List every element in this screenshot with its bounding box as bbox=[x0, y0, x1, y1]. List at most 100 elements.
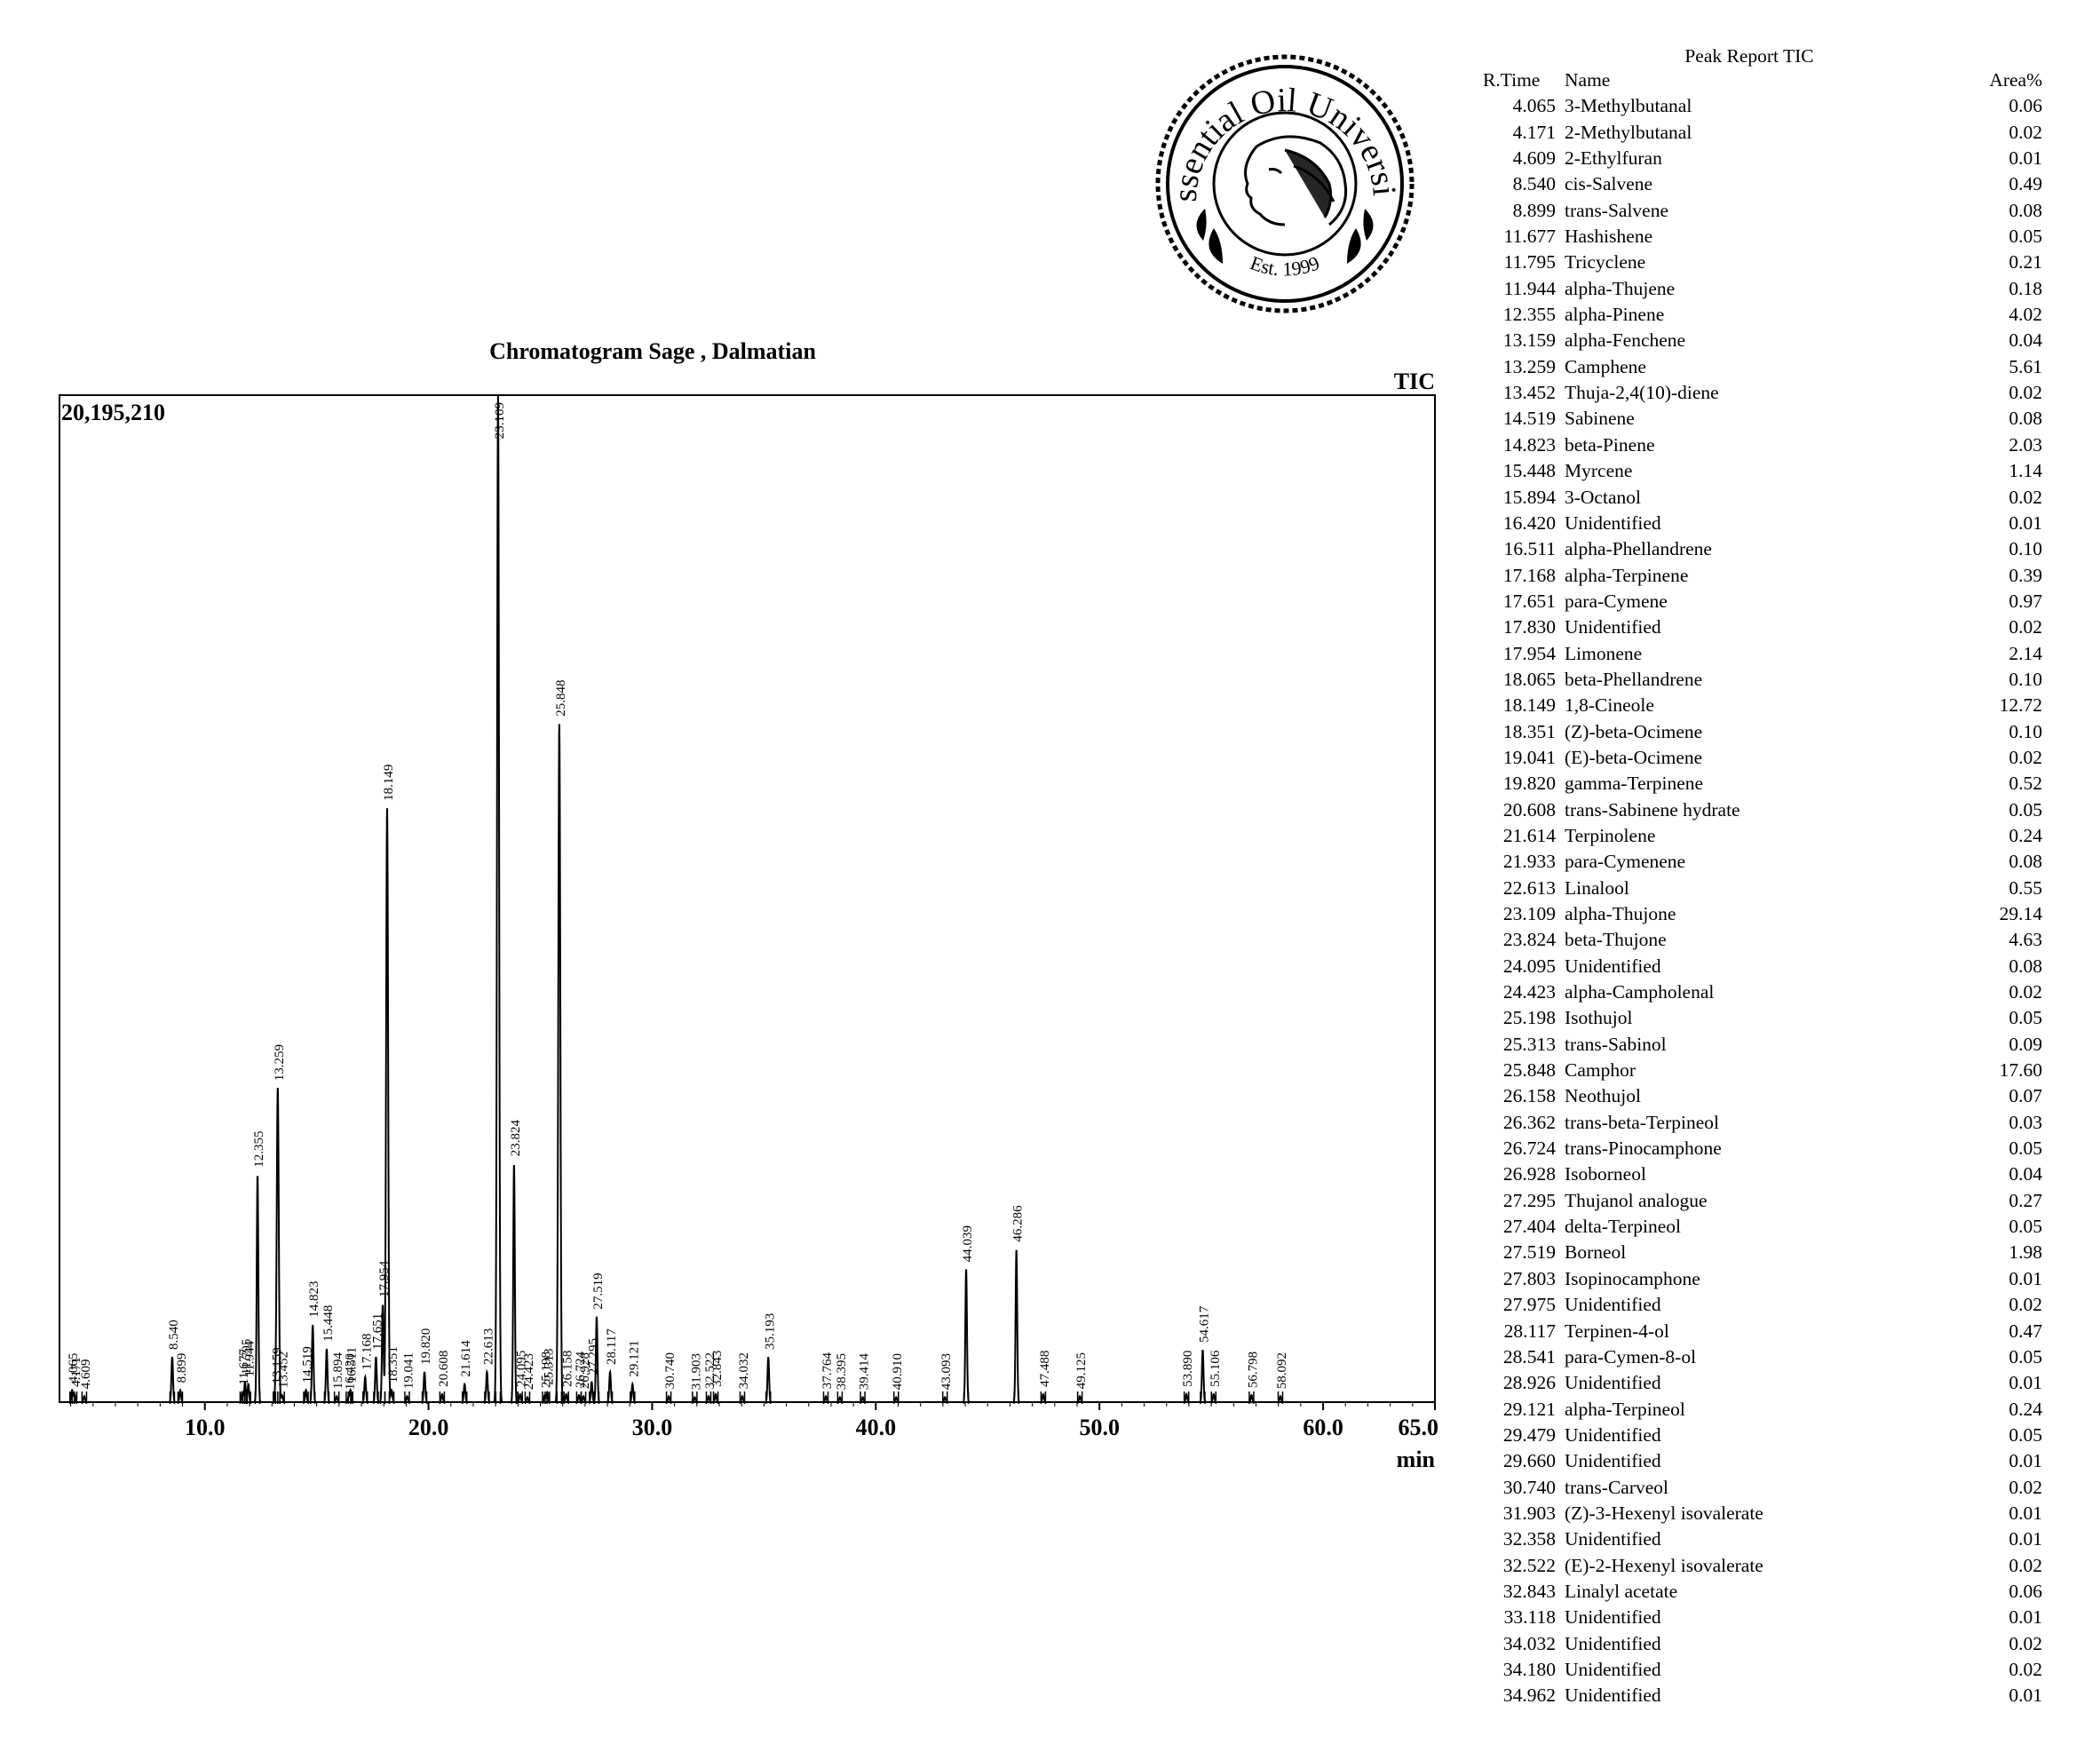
row-name: alpha-Thujone bbox=[1565, 903, 1676, 924]
row-rtime: 11.677 bbox=[1503, 226, 1556, 248]
row-area: 0.08 bbox=[2009, 851, 2042, 873]
row-area: 29.14 bbox=[1999, 903, 2042, 924]
row-rtime: 14.519 bbox=[1502, 408, 1556, 430]
row-rtime: 32.358 bbox=[1502, 1528, 1556, 1550]
table-row: 4.609 2-Ethylfuran 0.01 bbox=[1483, 146, 2042, 171]
table-row: 23.824 beta-Thujone 4.63 bbox=[1483, 927, 2042, 953]
row-area: 0.24 bbox=[2009, 1398, 2042, 1420]
table-row: 15.894 3-Octanol 0.02 bbox=[1483, 485, 2042, 511]
row-rtime: 26.724 bbox=[1502, 1138, 1556, 1160]
table-row: 17.651 para-Cymene 0.97 bbox=[1483, 589, 2042, 614]
row-rtime: 25.848 bbox=[1502, 1059, 1556, 1082]
row-name: Unidentified bbox=[1565, 1372, 1661, 1394]
table-row: 4.171 2-Methylbutanal 0.02 bbox=[1483, 120, 2042, 146]
row-rtime: 18.065 bbox=[1502, 668, 1556, 690]
table-row: 34.180 Unidentified 0.02 bbox=[1483, 1657, 2042, 1683]
row-name: Isopinocamphone bbox=[1565, 1267, 1700, 1289]
table-row: 4.065 3-Methylbutanal 0.06 bbox=[1483, 93, 2042, 119]
row-name: Unidentified bbox=[1565, 1528, 1661, 1550]
row-area: 4.02 bbox=[2009, 304, 2042, 326]
row-area: 0.10 bbox=[2009, 720, 2042, 742]
row-name: Thujanol analogue bbox=[1565, 1189, 1708, 1211]
row-area: 12.72 bbox=[1999, 694, 2042, 717]
table-row: 14.823 beta-Pinene 2.03 bbox=[1483, 432, 2042, 458]
table-row: 19.820 gamma-Terpinene 0.52 bbox=[1483, 771, 2042, 797]
row-area: 0.01 bbox=[2009, 511, 2042, 534]
row-area: 2.14 bbox=[2009, 642, 2042, 664]
peak-label: 16.511 bbox=[345, 1347, 360, 1383]
peak-label: 13.452 bbox=[277, 1352, 291, 1388]
row-area: 0.05 bbox=[2009, 1007, 2042, 1029]
row-rtime: 12.355 bbox=[1502, 304, 1556, 326]
peak-label: 35.193 bbox=[763, 1313, 777, 1350]
peak-label: 56.798 bbox=[1246, 1352, 1260, 1388]
row-name: para-Cymen-8-ol bbox=[1565, 1345, 1697, 1368]
table-row: 13.259 Camphene 5.61 bbox=[1483, 354, 2042, 380]
row-rtime: 24.423 bbox=[1502, 981, 1556, 1003]
row-name: Terpinolene bbox=[1565, 824, 1656, 846]
peak-label: 13.159 bbox=[270, 1347, 284, 1383]
row-name: beta-Thujone bbox=[1565, 929, 1667, 951]
x-tick-label: 30.0 bbox=[632, 1415, 673, 1440]
peak-label: 53.890 bbox=[1181, 1351, 1195, 1387]
row-rtime: 24.095 bbox=[1502, 955, 1556, 977]
peak-label: 37.764 bbox=[820, 1352, 835, 1389]
peak-label: 30.740 bbox=[663, 1352, 678, 1389]
row-name: Unidentified bbox=[1565, 1685, 1661, 1707]
table-row: 17.830 Unidentified 0.02 bbox=[1483, 614, 2042, 640]
row-name: Unidentified bbox=[1565, 955, 1661, 977]
row-rtime: 17.830 bbox=[1502, 616, 1556, 638]
row-area: 0.24 bbox=[2009, 824, 2042, 846]
row-rtime: 27.295 bbox=[1502, 1189, 1556, 1211]
table-row: 21.614 Terpinolene 0.24 bbox=[1483, 823, 2042, 849]
row-area: 0.05 bbox=[2009, 798, 2042, 821]
row-area: 0.55 bbox=[2009, 876, 2042, 899]
chromatogram-trace bbox=[59, 395, 1435, 1403]
table-row: 30.740 trans-Carveol 0.02 bbox=[1483, 1475, 2042, 1501]
peak-label: 27.295 bbox=[586, 1338, 600, 1375]
row-rtime: 21.933 bbox=[1502, 851, 1556, 873]
row-name: trans-Carveol bbox=[1565, 1476, 1669, 1498]
row-name: Borneol bbox=[1565, 1241, 1627, 1264]
row-area: 0.05 bbox=[2009, 226, 2042, 248]
row-name: Sabinene bbox=[1565, 408, 1635, 430]
row-name: Unidentified bbox=[1565, 1294, 1661, 1316]
row-name: cis-Salvene bbox=[1565, 173, 1653, 195]
row-area: 0.07 bbox=[2009, 1085, 2042, 1107]
header-name: Name bbox=[1565, 69, 1611, 91]
peak-label: 49.125 bbox=[1074, 1352, 1089, 1389]
row-rtime: 13.159 bbox=[1502, 329, 1556, 352]
x-tick-label: 65.0 bbox=[1399, 1415, 1439, 1440]
peak-label: 15.894 bbox=[331, 1352, 345, 1389]
row-rtime: 27.975 bbox=[1502, 1294, 1556, 1316]
table-row: 13.159 alpha-Fenchene 0.04 bbox=[1483, 328, 2042, 353]
table-row: 22.613 Linalool 0.55 bbox=[1483, 876, 2042, 901]
row-area: 0.01 bbox=[2009, 1606, 2042, 1629]
row-area: 0.02 bbox=[2009, 486, 2042, 508]
row-area: 0.21 bbox=[2009, 251, 2042, 274]
row-name: 3-Methylbutanal bbox=[1565, 95, 1692, 117]
table-row: 28.926 Unidentified 0.01 bbox=[1483, 1370, 2042, 1396]
row-rtime: 8.540 bbox=[1512, 173, 1556, 195]
row-rtime: 20.608 bbox=[1502, 798, 1556, 821]
peak-label: 14.823 bbox=[307, 1280, 321, 1317]
row-name: alpha-Campholenal bbox=[1565, 981, 1715, 1003]
row-area: 0.02 bbox=[2009, 1476, 2042, 1498]
row-area: 0.03 bbox=[2009, 1111, 2042, 1133]
row-rtime: 18.351 bbox=[1502, 720, 1556, 742]
peak-label: 4.609 bbox=[79, 1359, 93, 1389]
row-rtime: 34.180 bbox=[1502, 1658, 1556, 1680]
row-name: Thuja-2,4(10)-diene bbox=[1565, 382, 1719, 404]
row-area: 0.08 bbox=[2009, 408, 2042, 430]
y-max-label: 20,195,210 bbox=[61, 400, 165, 425]
row-name: Unidentified bbox=[1565, 616, 1661, 638]
peak-label: 29.121 bbox=[627, 1340, 641, 1376]
row-name: delta-Terpineol bbox=[1565, 1216, 1682, 1238]
row-rtime: 22.613 bbox=[1502, 876, 1556, 899]
peak-label: 58.092 bbox=[1275, 1352, 1289, 1389]
row-area: 0.01 bbox=[2009, 1528, 2042, 1550]
row-rtime: 18.149 bbox=[1502, 694, 1556, 717]
row-area: 0.05 bbox=[2009, 1138, 2042, 1160]
table-row: 17.168 alpha-Terpinene 0.39 bbox=[1483, 563, 2042, 589]
peak-label: 31.903 bbox=[689, 1353, 703, 1390]
